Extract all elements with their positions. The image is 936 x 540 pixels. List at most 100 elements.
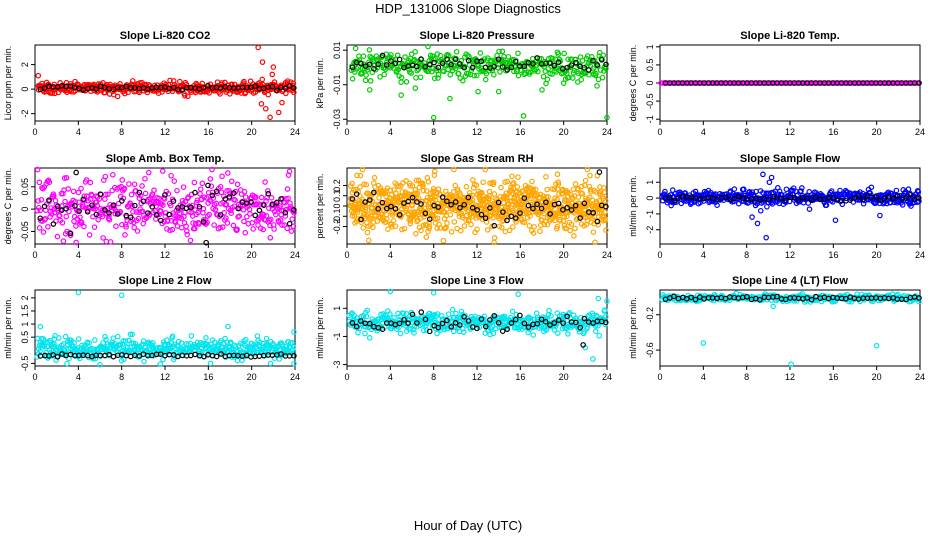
data-point: [54, 233, 61, 240]
data-point: [520, 113, 527, 119]
data-point: [159, 168, 166, 174]
data-point: [534, 55, 540, 61]
data-point: [160, 202, 166, 209]
data-point: [93, 86, 99, 92]
data-point: [409, 183, 416, 189]
data-point: [56, 335, 62, 341]
data-point: [468, 221, 474, 228]
data-point: [396, 212, 403, 218]
x-tick-label: 24: [290, 372, 300, 382]
data-point: [259, 59, 266, 65]
data-point: [554, 171, 561, 178]
y-tick-label: 0.2: [332, 179, 342, 192]
data-point: [265, 91, 272, 98]
y-tick-label: 0: [20, 207, 30, 212]
data-point: [452, 56, 459, 63]
y-axis-label: ml/min per min.: [628, 175, 638, 237]
data-point: [255, 44, 261, 51]
data-point: [412, 85, 419, 91]
data-point: [539, 217, 545, 224]
data-point: [354, 172, 360, 179]
data-point: [212, 206, 219, 213]
x-tick-label: 20: [247, 127, 257, 137]
data-point: [145, 169, 152, 176]
data-point: [184, 231, 191, 238]
series-samples: [34, 166, 297, 246]
data-point: [888, 80, 894, 86]
y-tick-label: 0: [20, 87, 30, 92]
y-tick-label: -0.1: [332, 209, 342, 225]
data-point: [91, 224, 98, 230]
data-point: [258, 101, 265, 107]
data-point: [447, 211, 454, 218]
data-point: [129, 203, 135, 210]
data-point: [429, 199, 436, 206]
data-point: [192, 225, 198, 232]
data-point: [274, 87, 280, 94]
data-point: [375, 206, 381, 212]
data-point: [457, 204, 463, 211]
data-point: [370, 224, 376, 231]
data-point: [668, 202, 674, 209]
data-point: [426, 216, 433, 222]
data-point: [760, 171, 766, 178]
data-point: [291, 85, 297, 91]
data-point: [431, 59, 437, 66]
data-point: [418, 56, 424, 62]
data-point: [166, 211, 173, 218]
data-point: [590, 229, 597, 235]
data-point: [700, 340, 707, 346]
data-point: [162, 192, 168, 198]
data-point: [194, 199, 200, 206]
x-tick-label: 0: [32, 250, 37, 260]
data-point: [206, 211, 213, 218]
data-point: [355, 216, 361, 222]
data-point: [447, 71, 454, 78]
data-point: [282, 213, 289, 219]
data-point: [531, 223, 537, 230]
x-tick-label: 24: [602, 372, 612, 382]
data-point: [601, 189, 607, 196]
data-point: [515, 291, 521, 298]
data-point: [219, 173, 225, 180]
x-tick-label: 24: [915, 372, 925, 382]
x-tick-label: 16: [515, 250, 525, 260]
data-point: [288, 228, 295, 234]
data-point: [486, 188, 493, 195]
x-tick-label: 20: [559, 127, 569, 137]
data-point: [597, 67, 604, 73]
panel-title: Slope Line 2 Flow: [119, 275, 212, 287]
data-point: [132, 202, 138, 209]
data-point: [505, 204, 511, 210]
data-point: [570, 75, 576, 81]
data-point: [478, 211, 485, 218]
data-point: [422, 63, 429, 70]
data-point: [390, 217, 397, 224]
x-axis-title: Hour of Day (UTC): [414, 518, 522, 533]
data-point: [168, 172, 174, 179]
data-point: [470, 177, 476, 183]
data-point: [231, 190, 237, 196]
x-tick-label: 16: [203, 372, 213, 382]
data-point: [282, 209, 289, 216]
data-point: [89, 202, 95, 209]
x-tick-label: 24: [602, 250, 612, 260]
data-point: [385, 226, 391, 232]
data-point: [121, 185, 128, 192]
data-point: [551, 62, 558, 69]
data-point: [265, 190, 272, 197]
data-point: [349, 180, 355, 187]
data-point: [78, 185, 84, 192]
data-point: [153, 212, 160, 218]
data-point: [530, 205, 536, 212]
data-point: [526, 222, 533, 229]
data-point: [508, 213, 515, 220]
data-point: [482, 166, 489, 173]
data-point: [469, 197, 476, 203]
y-tick-label: -0.2: [332, 219, 342, 235]
data-point: [539, 87, 545, 93]
x-tick-label: 0: [344, 250, 349, 260]
data-point: [250, 226, 257, 232]
data-point: [491, 234, 498, 241]
data-point: [499, 48, 506, 55]
